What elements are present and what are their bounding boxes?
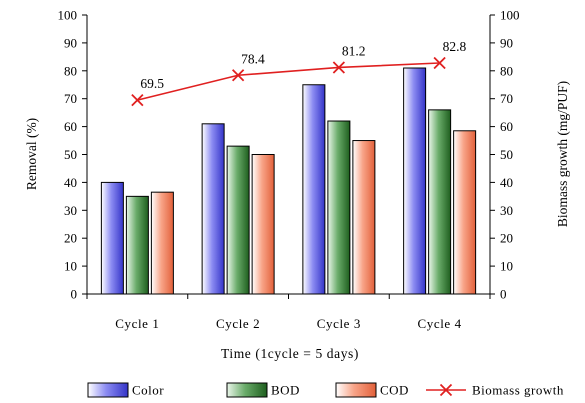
left-tick-label: 40 <box>64 175 77 190</box>
legend-swatch-biomass-marker <box>439 383 453 397</box>
x-axis-title: Time (1cycle = 5 days) <box>221 346 359 361</box>
left-tick-label: 50 <box>64 147 77 162</box>
biomass-data-label: 81.2 <box>342 43 366 58</box>
x-tick-label: Cycle 3 <box>317 316 361 331</box>
legend-label: Biomass growth <box>472 383 564 398</box>
left-tick-label: 90 <box>64 35 77 50</box>
left-tick-label: 10 <box>64 259 77 274</box>
right-tick-label: 30 <box>500 203 513 218</box>
biomass-data-label: 69.5 <box>140 76 164 91</box>
left-tick-label: 30 <box>64 203 77 218</box>
color-bar <box>403 67 427 295</box>
right-tick-label: 80 <box>500 63 513 78</box>
legend-swatch-cod <box>335 382 377 398</box>
biomass-marker <box>332 61 346 74</box>
legend-label: Color <box>132 383 164 398</box>
cod-bar <box>251 154 275 295</box>
legend-label: COD <box>380 383 409 398</box>
legend: Color BOD COD Biomass growth <box>87 382 564 398</box>
right-tick-label: 40 <box>500 175 513 190</box>
biomass-line <box>137 62 440 101</box>
left-tick-label: 20 <box>64 231 77 246</box>
x-tick-label: Cycle 1 <box>115 316 159 331</box>
y-axis-title: Removal (%) <box>24 118 39 190</box>
bod-bar <box>125 195 149 295</box>
x-axis: Cycle 1 Cycle 2 Cycle 3 Cycle 4 <box>86 293 491 331</box>
bod-bar <box>327 120 351 295</box>
y2-axis-title: Biomass growth (mg/PUF) <box>555 81 570 227</box>
right-tick-label: 60 <box>500 119 513 134</box>
biomass-marker <box>131 93 144 107</box>
biomass-data-label: 82.8 <box>443 39 467 54</box>
left-tick-label: 80 <box>64 63 77 78</box>
cod-bar <box>150 191 174 295</box>
left-tick-label: 0 <box>71 287 78 302</box>
legend-swatch-bod <box>226 382 268 398</box>
bar-series-group <box>100 67 477 295</box>
color-bar <box>100 181 124 295</box>
biomass-marker <box>433 56 446 70</box>
right-y-axis: 0 10 20 30 40 50 60 70 80 90 100 <box>489 8 520 302</box>
right-tick-label: 20 <box>500 231 513 246</box>
right-tick-label: 10 <box>500 259 513 274</box>
right-tick-label: 0 <box>500 287 507 302</box>
right-tick-label: 50 <box>500 147 513 162</box>
right-tick-label: 70 <box>500 91 513 106</box>
left-tick-label: 60 <box>64 119 77 134</box>
color-bar <box>302 84 326 295</box>
biomass-marker <box>231 69 245 82</box>
color-bar <box>201 123 225 295</box>
right-tick-label: 100 <box>500 8 520 23</box>
left-tick-label: 100 <box>58 8 78 23</box>
right-tick-label: 90 <box>500 35 513 50</box>
x-tick-label: Cycle 4 <box>417 316 461 331</box>
cod-bar <box>453 130 477 295</box>
legend-swatch-color <box>87 382 129 398</box>
left-tick-label: 70 <box>64 91 77 106</box>
cod-bar <box>352 140 376 295</box>
biomass-data-label: 78.4 <box>241 51 265 66</box>
left-y-axis: 0 10 20 30 40 50 60 70 80 90 100 <box>58 8 88 302</box>
legend-label: BOD <box>271 383 300 398</box>
bod-bar <box>226 145 250 295</box>
biomass-line-group: 69.5 78.4 81.2 82.8 <box>131 39 467 107</box>
x-tick-label: Cycle 2 <box>216 316 260 331</box>
bod-bar <box>428 109 452 295</box>
